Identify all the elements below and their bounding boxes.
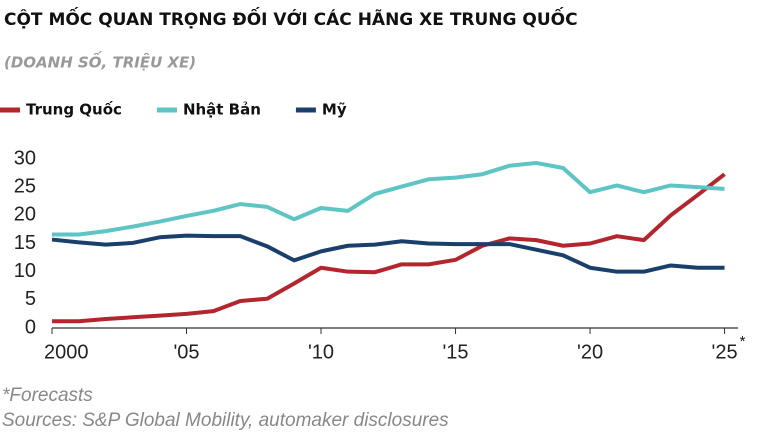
y-tick-label: 15 — [14, 232, 36, 254]
y-tick-label: 20 — [14, 204, 36, 226]
chart-subtitle: (DOANH SỐ, TRIỆU XE) — [4, 51, 196, 72]
series-line — [51, 233, 725, 274]
x-tick-label: '20 — [577, 341, 603, 363]
y-tick-label: 25 — [14, 175, 36, 197]
x-tick-label: '25 — [712, 341, 738, 363]
y-tick-label: 0 — [25, 316, 36, 338]
y-tick-label: 5 — [25, 288, 36, 310]
y-tick-label: 10 — [14, 260, 36, 282]
x-tick-label: '15 — [442, 341, 468, 363]
footnote: *Forecasts — [2, 385, 93, 406]
legend-label: Nhật Bản — [183, 101, 261, 119]
chart-title: CỘT MỐC QUAN TRỌNG ĐỐI VỚI CÁC HÃNG XE T… — [4, 6, 578, 30]
x-tick-label: '05 — [173, 341, 199, 363]
x-tick-label: '10 — [308, 341, 334, 363]
source: Sources: S&P Global Mobility, automaker … — [2, 410, 449, 431]
x-tick-label: 2000 — [44, 341, 89, 363]
y-tick-label: 30 — [14, 147, 36, 169]
forecast-mark: * — [740, 333, 746, 350]
series-line — [52, 172, 726, 324]
legend-label: Trung Quốc — [26, 100, 122, 119]
legend-label: Mỹ — [322, 101, 347, 119]
series-line — [52, 160, 725, 237]
